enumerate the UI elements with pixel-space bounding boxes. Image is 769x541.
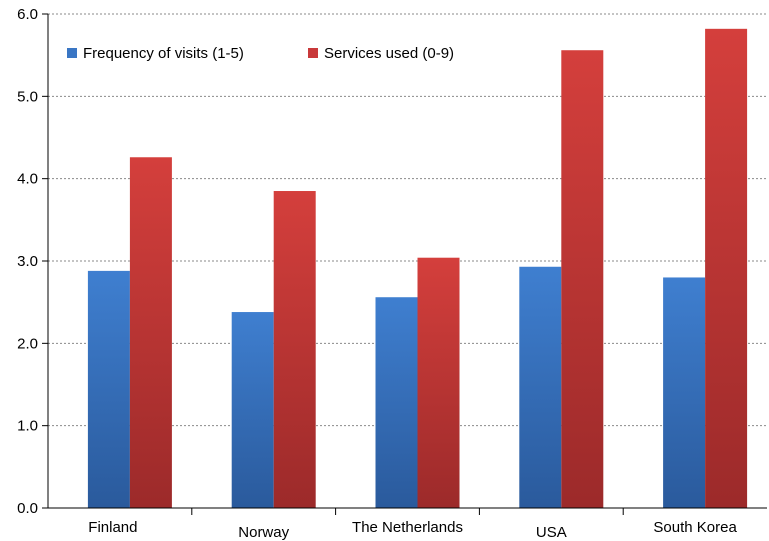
y-tick-label: 0.0 bbox=[17, 500, 38, 517]
bar-frequency-norway bbox=[231, 312, 274, 508]
legend-label: Services used (0-9) bbox=[324, 45, 454, 62]
y-tick-label: 2.0 bbox=[17, 335, 38, 352]
x-tick-label: Finland bbox=[88, 519, 137, 536]
y-tick-label: 5.0 bbox=[17, 88, 38, 105]
y-tick-label: 4.0 bbox=[17, 171, 38, 188]
x-tick-label: South Korea bbox=[653, 519, 737, 536]
bar-services-the-netherlands bbox=[417, 257, 460, 508]
bar-services-finland bbox=[129, 157, 172, 508]
bar-frequency-the-netherlands bbox=[375, 297, 418, 508]
legend-swatch bbox=[67, 48, 77, 58]
bar-frequency-usa bbox=[519, 266, 562, 508]
y-tick-label: 3.0 bbox=[17, 253, 38, 270]
legend: Frequency of visits (1-5) Services used (… bbox=[67, 45, 454, 62]
axes: 0.0 1.0 2.0 3.0 4.0 5.0 6.0 Finland Norway The Ne… bbox=[17, 6, 767, 541]
x-tick-label: Norway bbox=[238, 524, 289, 541]
bar-frequency-finland bbox=[87, 270, 130, 508]
x-tick-label: The Netherlands bbox=[352, 519, 463, 536]
y-tick-label: 1.0 bbox=[17, 418, 38, 435]
y-tick-label: 6.0 bbox=[17, 6, 38, 23]
legend-label: Frequency of visits (1-5) bbox=[83, 45, 244, 62]
bar-frequency-south-korea bbox=[663, 277, 706, 508]
legend-swatch bbox=[308, 48, 318, 58]
bar-services-south-korea bbox=[705, 28, 748, 508]
bars bbox=[87, 28, 748, 509]
bar-services-norway bbox=[273, 191, 316, 508]
x-tick-label: USA bbox=[536, 524, 567, 541]
bar-services-usa bbox=[561, 50, 604, 509]
